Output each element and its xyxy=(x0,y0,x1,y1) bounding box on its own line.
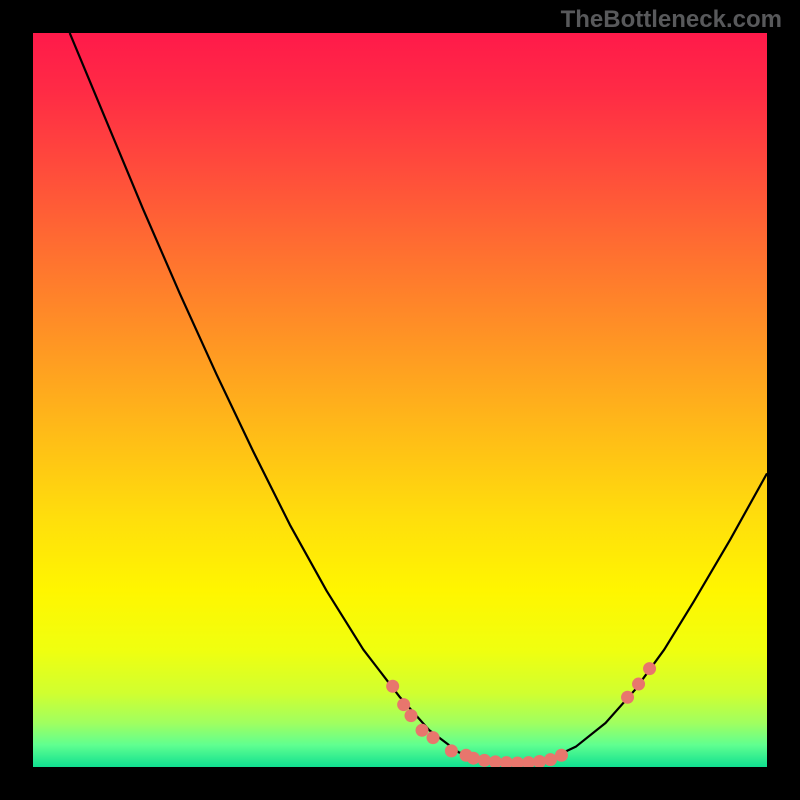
curve-marker xyxy=(427,731,440,744)
curve-marker xyxy=(445,744,458,757)
curve-marker xyxy=(397,698,410,711)
curve-marker xyxy=(478,754,491,767)
watermark: TheBottleneck.com xyxy=(561,6,782,34)
gradient-background xyxy=(33,33,767,767)
curve-marker xyxy=(632,678,645,691)
curve-marker xyxy=(621,691,634,704)
curve-marker xyxy=(386,680,399,693)
curve-marker xyxy=(643,662,656,675)
curve-marker xyxy=(555,749,568,762)
chart-container: TheBottleneck.com xyxy=(0,0,800,800)
curve-marker xyxy=(405,709,418,722)
curve-marker xyxy=(416,724,429,737)
curve-marker xyxy=(467,752,480,765)
plot-area xyxy=(33,33,767,767)
